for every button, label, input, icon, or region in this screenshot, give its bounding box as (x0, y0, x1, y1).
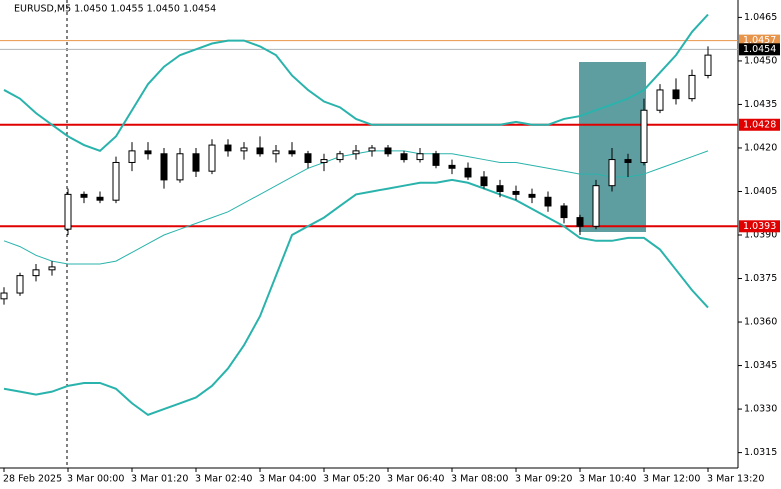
candle-body (32, 269, 40, 277)
candle-body (176, 153, 184, 181)
price-level-label: 1.0454 (743, 44, 776, 55)
candle-body (80, 193, 88, 198)
candle-body (256, 147, 264, 155)
candle-body (464, 167, 472, 178)
candle-body (64, 193, 72, 230)
x-tick-label: 3 Mar 00:00 (67, 474, 124, 485)
candle-body (400, 153, 408, 161)
y-tick-label: 1.0465 (744, 12, 777, 23)
y-tick-label: 1.0330 (744, 404, 777, 415)
x-tick-label: 3 Mar 08:00 (451, 474, 508, 485)
candle-body (288, 150, 296, 155)
bollinger-band (3, 13, 709, 153)
price-level-label: 1.0428 (743, 119, 776, 130)
candle-body (448, 164, 456, 169)
candle-body (688, 74, 696, 100)
candle-body (416, 153, 424, 161)
candle-body (192, 153, 200, 172)
candle-body (224, 144, 232, 152)
x-tick-label: 3 Mar 12:00 (643, 474, 700, 485)
y-tick-label: 1.0315 (744, 447, 777, 458)
candle-body (480, 176, 488, 187)
x-tick-label: 3 Mar 13:20 (707, 474, 764, 485)
candle-body (704, 54, 712, 76)
candle-body (240, 147, 248, 152)
candle-body (96, 196, 104, 201)
x-tick-label: 3 Mar 06:40 (387, 474, 444, 485)
x-tick-label: 3 Mar 09:20 (515, 474, 572, 485)
price-level-label: 1.0457 (743, 35, 776, 46)
candle-body (160, 153, 168, 181)
candle-body (640, 109, 648, 163)
candle-body (320, 159, 328, 163)
candle-body (48, 266, 56, 271)
candle-body (208, 144, 216, 172)
x-tick-label: 28 Feb 2025 (3, 474, 62, 485)
price-level-tag (739, 43, 780, 56)
candle-body (384, 147, 392, 155)
x-tick-label: 3 Mar 05:20 (323, 474, 380, 485)
candle-body (352, 150, 360, 155)
y-tick-label: 1.0390 (744, 230, 777, 241)
candle-body (368, 147, 376, 152)
candle-body (144, 150, 152, 155)
x-tick-label: 3 Mar 01:20 (131, 474, 188, 485)
y-tick-label: 1.0420 (744, 142, 777, 153)
candle-body (336, 153, 344, 161)
candle-body (608, 159, 616, 187)
y-tick-label: 1.0345 (744, 360, 777, 371)
candle-body (672, 89, 680, 100)
candle-body (656, 89, 664, 111)
y-tick-label: 1.0375 (744, 273, 777, 284)
x-tick-label: 3 Mar 04:00 (259, 474, 316, 485)
y-tick-label: 1.0450 (744, 55, 777, 66)
candle-body (544, 196, 552, 207)
candle-body (112, 161, 120, 201)
candle-body (592, 185, 600, 227)
y-tick-label: 1.0360 (744, 317, 777, 328)
y-tick-label: 1.0405 (744, 186, 777, 197)
y-tick-label: 1.0435 (744, 99, 777, 110)
candle-body (496, 185, 504, 192)
candle-body (0, 292, 8, 300)
x-tick-label: 3 Mar 02:40 (195, 474, 252, 485)
chart-header: EURUSD,M5 1.0450 1.0455 1.0450 1.0454 (14, 4, 216, 15)
candle-body (128, 150, 136, 163)
candle-body (272, 150, 280, 155)
price-level-tag (739, 220, 780, 233)
range-box (579, 62, 646, 232)
price-level-label: 1.0393 (743, 221, 776, 232)
candle-body (624, 159, 632, 163)
price-level-tag (739, 118, 780, 131)
candle-body (560, 205, 568, 219)
bollinger-band (3, 178, 709, 416)
candle-body (576, 217, 584, 227)
candle-body (432, 153, 440, 166)
candle-body (512, 190, 520, 195)
x-tick-label: 3 Mar 10:40 (579, 474, 636, 485)
candle-body (528, 193, 536, 198)
candle-body (16, 275, 24, 294)
candle-body (304, 153, 312, 163)
